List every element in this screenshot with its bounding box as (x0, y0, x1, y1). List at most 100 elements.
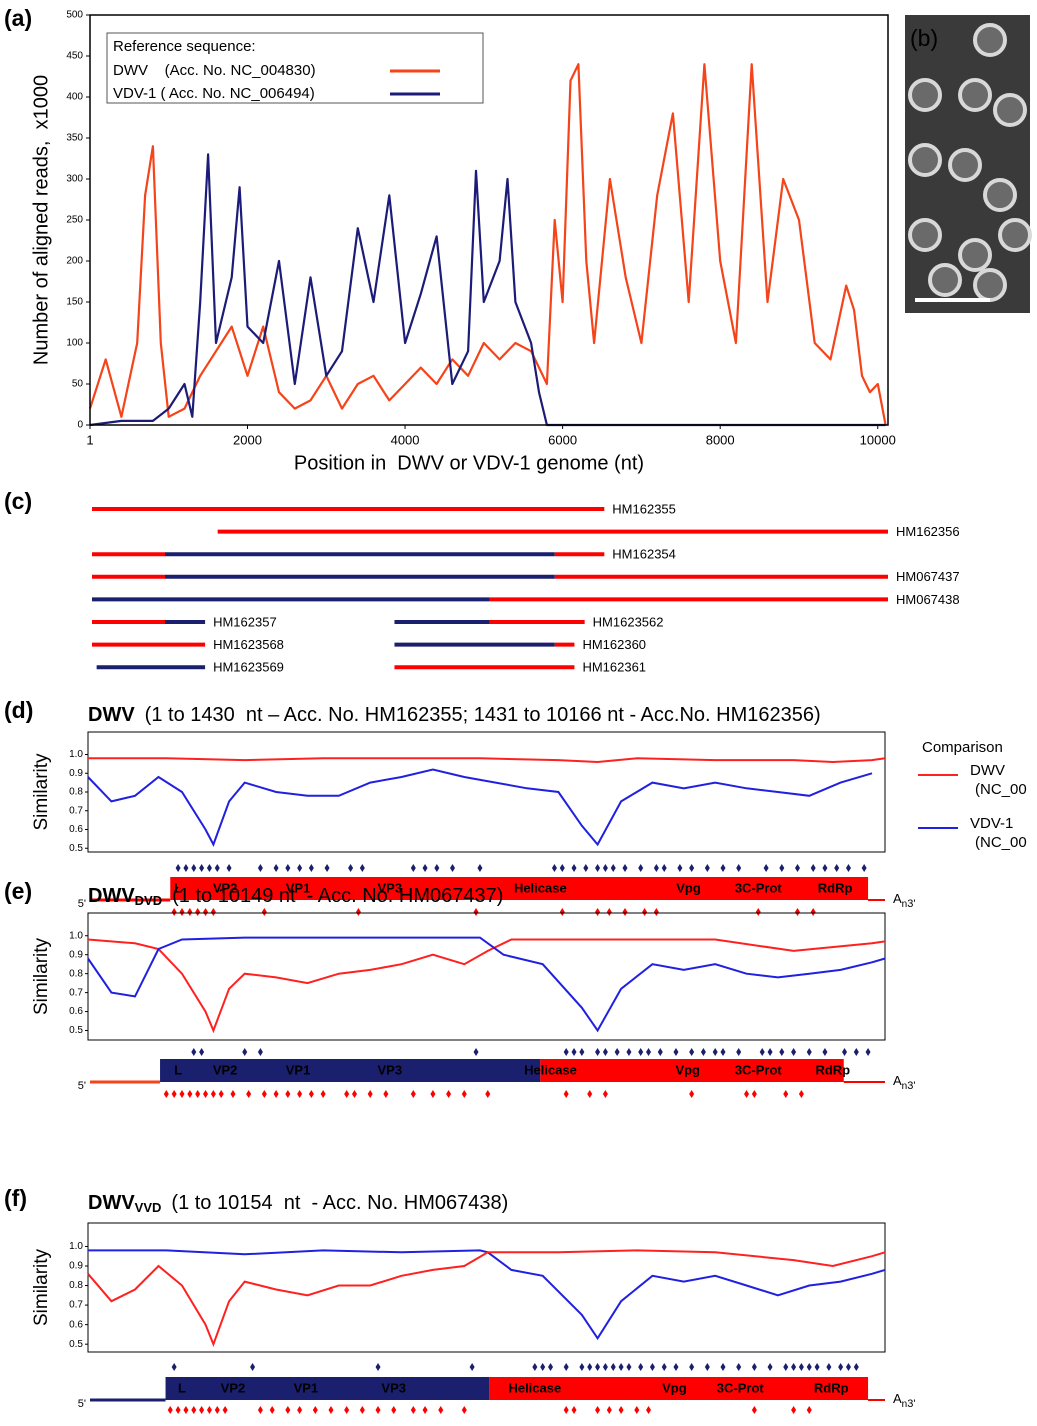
particle (993, 93, 1027, 127)
variant-marker (759, 1048, 765, 1056)
accession-label: HM162354 (612, 547, 676, 562)
domain-label: Vpg (676, 880, 701, 895)
variant-marker (571, 1406, 577, 1414)
variant-marker (779, 864, 785, 872)
variant-marker (179, 908, 185, 916)
variant-marker (532, 1363, 538, 1371)
particle (983, 178, 1017, 212)
variant-marker (250, 1363, 256, 1371)
variant-marker (571, 864, 577, 872)
variant-marker (230, 1090, 236, 1098)
variant-marker (571, 1048, 577, 1056)
variant-marker (485, 1090, 491, 1098)
variant-marker (210, 908, 216, 916)
variant-marker (175, 1406, 181, 1414)
variant-marker (736, 1048, 742, 1056)
variant-marker (297, 1406, 303, 1414)
particle (908, 78, 942, 112)
variant-marker (195, 1090, 201, 1098)
variant-marker (822, 864, 828, 872)
variant-marker (704, 1363, 710, 1371)
x-tick-label: 2000 (233, 432, 262, 447)
variant-marker (689, 1090, 695, 1098)
accession-label: HM162356 (896, 524, 960, 539)
accession-label: HM067437 (896, 569, 960, 584)
variant-marker (187, 908, 193, 916)
variant-marker (450, 864, 456, 872)
y-axis-label: Similarity (31, 937, 52, 1015)
variant-marker (324, 864, 330, 872)
variant-marker (791, 1048, 797, 1056)
domain-label: Vpg (675, 1062, 700, 1077)
variant-marker (779, 1048, 785, 1056)
variant-marker (806, 1048, 812, 1056)
variant-marker (638, 1048, 644, 1056)
variant-marker (383, 1090, 389, 1098)
domain-label: VP3 (377, 1062, 402, 1077)
variant-marker (610, 1363, 616, 1371)
y-tick-label: 0.7 (69, 987, 83, 998)
domain-label: VP3 (377, 880, 402, 895)
particle (908, 218, 942, 252)
variant-marker (602, 864, 608, 872)
variant-marker (673, 1048, 679, 1056)
variant-marker (744, 1090, 750, 1098)
domain-label: 3C-Prot (717, 1380, 765, 1395)
variant-marker (222, 1406, 228, 1414)
variant-marker (171, 908, 177, 916)
variant-marker (559, 908, 565, 916)
variant-marker (638, 864, 644, 872)
panel-title: DWVDVD (1 to 10149 nt - Acc. No. HM067437… (88, 885, 503, 908)
particle (958, 78, 992, 112)
five-prime: 5' (78, 1398, 86, 1410)
variant-marker (618, 1406, 624, 1414)
variant-marker (606, 1406, 612, 1414)
variant-marker (367, 1090, 373, 1098)
particle (928, 263, 962, 297)
panel-label: (f) (4, 1185, 27, 1211)
variant-marker (477, 864, 483, 872)
variant-marker (579, 1048, 585, 1056)
variant-marker (344, 1090, 350, 1098)
five-prime: 5' (78, 1080, 86, 1092)
accession-label: HM162361 (582, 660, 646, 675)
variant-marker (273, 864, 279, 872)
variant-marker (206, 1406, 212, 1414)
y-tick-label: 400 (66, 92, 83, 103)
variant-marker (203, 908, 209, 916)
variant-marker (410, 1406, 416, 1414)
particle (973, 268, 1007, 302)
variant-marker (720, 864, 726, 872)
variant-marker (269, 1406, 275, 1414)
y-tick-label: 1.0 (69, 1241, 83, 1252)
variant-marker (473, 1048, 479, 1056)
variant-marker (163, 1090, 169, 1098)
variant-marker (422, 864, 428, 872)
variant-marker (359, 1406, 365, 1414)
legend-label: DWV (Acc. No. NC_004830) (113, 62, 316, 79)
y-axis-label: Similarity (31, 1248, 52, 1326)
y-tick-label: 0.6 (69, 1319, 83, 1330)
variant-marker (551, 864, 557, 872)
domain-label: Vpg (662, 1380, 687, 1395)
particle (948, 148, 982, 182)
y-tick-label: 150 (66, 297, 83, 308)
variant-marker (602, 1090, 608, 1098)
variant-marker (751, 1363, 757, 1371)
y-tick-label: 500 (66, 10, 83, 21)
variant-marker (642, 908, 648, 916)
orf-block (165, 1377, 490, 1400)
orf-block (489, 1377, 869, 1400)
variant-marker (587, 1090, 593, 1098)
variant-marker (195, 908, 201, 916)
variant-marker (548, 1363, 554, 1371)
variant-marker (261, 1090, 267, 1098)
variant-marker (649, 1363, 655, 1371)
variant-marker (199, 1406, 205, 1414)
variant-marker (320, 1090, 326, 1098)
variant-marker (559, 864, 565, 872)
variant-marker (422, 1406, 428, 1414)
variant-marker (822, 1048, 828, 1056)
variant-marker (677, 864, 683, 872)
y-axis-label: Number of aligned reads, x1000 (30, 75, 52, 365)
